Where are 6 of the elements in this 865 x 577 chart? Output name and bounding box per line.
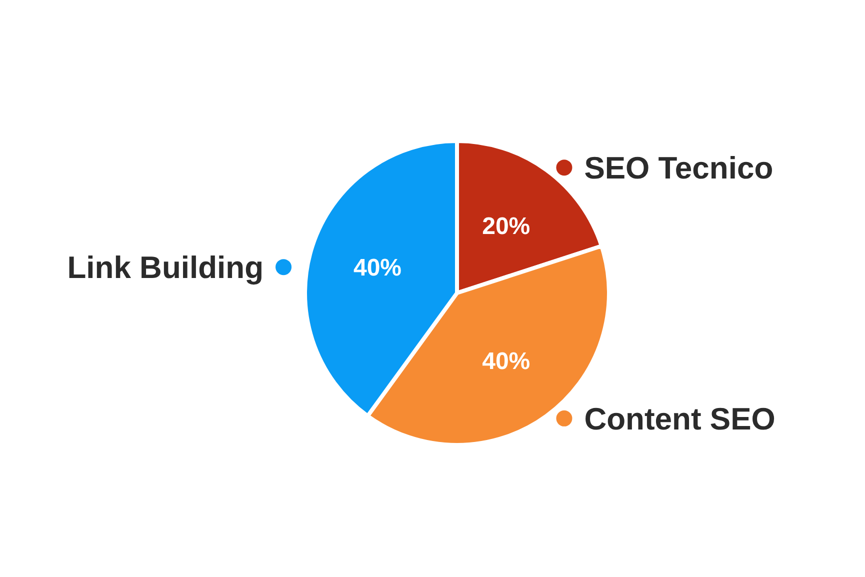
data-label: 20%	[482, 212, 530, 240]
legend-label: SEO Tecnico	[584, 150, 774, 186]
legend-label: Content SEO	[584, 401, 776, 436]
slice-label: Link Building	[67, 250, 264, 285]
data-label: 40%	[482, 348, 530, 376]
data-label: 40%	[353, 254, 402, 282]
